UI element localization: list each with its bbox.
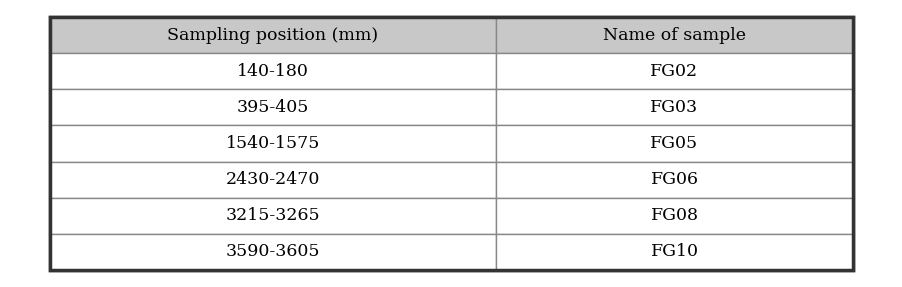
- Text: 2430-2470: 2430-2470: [226, 171, 319, 188]
- Bar: [50, 17, 495, 53]
- Bar: [50, 17, 852, 270]
- Text: 140-180: 140-180: [236, 63, 308, 80]
- Bar: [495, 125, 852, 162]
- Text: Sampling position (mm): Sampling position (mm): [167, 27, 378, 44]
- Bar: [50, 162, 495, 198]
- Bar: [495, 53, 852, 89]
- Text: 1540-1575: 1540-1575: [226, 135, 319, 152]
- Bar: [50, 198, 495, 234]
- Bar: [50, 125, 495, 162]
- Text: FG05: FG05: [649, 135, 698, 152]
- Bar: [495, 162, 852, 198]
- Text: FG08: FG08: [649, 207, 698, 224]
- Bar: [50, 89, 495, 125]
- Text: 3215-3265: 3215-3265: [226, 207, 319, 224]
- Bar: [50, 17, 852, 270]
- Bar: [495, 89, 852, 125]
- Text: FG06: FG06: [649, 171, 698, 188]
- Bar: [495, 17, 852, 53]
- Bar: [50, 234, 495, 270]
- Text: Name of sample: Name of sample: [603, 27, 745, 44]
- Text: FG03: FG03: [649, 99, 698, 116]
- Bar: [50, 53, 495, 89]
- Bar: [495, 198, 852, 234]
- Text: 3590-3605: 3590-3605: [226, 243, 319, 260]
- Text: 395-405: 395-405: [236, 99, 308, 116]
- Bar: [495, 234, 852, 270]
- Text: FG10: FG10: [649, 243, 698, 260]
- Text: FG02: FG02: [649, 63, 698, 80]
